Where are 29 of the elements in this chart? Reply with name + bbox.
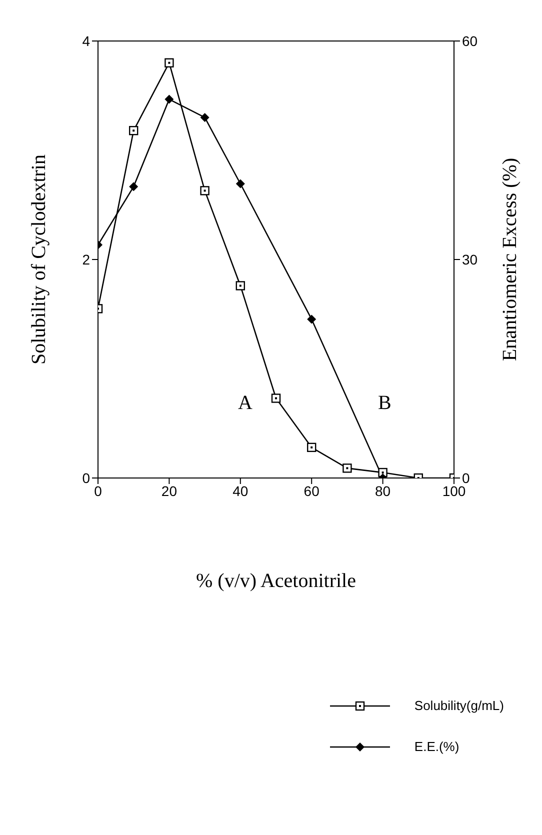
x-tick-label: 0 [94,482,102,499]
x-tick-label: 20 [161,482,178,499]
point [129,182,138,192]
x-axis-title: % (v/v) Acetonitrile [196,570,356,592]
point [307,442,316,452]
point [342,464,352,473]
y-axis-title: Solubility of Cyclodextrin [28,154,50,364]
point [307,314,316,324]
point [236,281,245,290]
point [164,94,174,104]
y-tick-label: 2 [82,251,90,268]
y2-axis-title: Enantiomeric Excess (%) [499,158,522,362]
annotation: A [238,392,252,415]
point [164,58,174,68]
point [200,186,210,196]
y2-tick-label: 30 [462,251,478,268]
y-tick-label: 0 [82,470,90,486]
point [271,394,281,403]
y2-tick-label: 60 [462,32,478,49]
legend-label: E.E.(%) [414,739,460,754]
legend-label: Solubility(g/mL) [414,698,504,713]
x-tick-label: 60 [304,482,320,499]
point [200,112,210,122]
x-tick-label: 80 [375,482,391,499]
annotation: B [378,392,392,415]
x-tick-label: 40 [232,482,248,499]
point [236,179,245,188]
point [129,126,138,136]
y-tick-label: 4 [82,32,90,49]
